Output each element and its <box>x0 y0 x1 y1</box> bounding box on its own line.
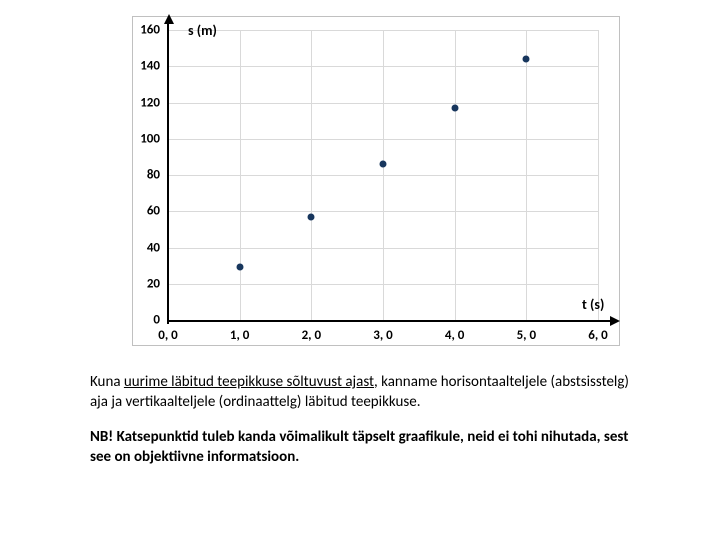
x-axis-title: t (s) <box>582 296 604 313</box>
gridline-v <box>383 30 384 320</box>
page-root: s (m) t (s) 0 20 40 60 80 100 120 140 160 0, 0 1,… <box>0 0 720 540</box>
y-tick-label: 0 <box>130 313 160 328</box>
caption-p1-prefix: Kuna <box>90 373 124 391</box>
y-tick-label: 60 <box>130 204 160 219</box>
scatter-chart: s (m) t (s) 0 20 40 60 80 100 120 140 160 0, 0 1,… <box>90 16 620 356</box>
y-axis-title: s (m) <box>188 22 217 39</box>
gridline-v <box>526 30 527 320</box>
x-tick-label: 5, 0 <box>517 328 536 343</box>
caption-para-2: NB! Katsepunktid tuleb kanda võimalikult… <box>90 427 650 468</box>
data-point <box>380 161 387 168</box>
y-axis-arrowhead-icon <box>164 14 174 24</box>
data-point <box>523 56 530 63</box>
y-tick-label: 160 <box>130 23 160 38</box>
y-tick-label: 140 <box>130 59 160 74</box>
gridline-v <box>311 30 312 320</box>
plot-area <box>168 30 598 320</box>
x-tick-label: 0, 0 <box>158 328 177 343</box>
caption-p1-underlined: uurime läbitud teepikkuse sõltuvust ajas… <box>124 373 374 391</box>
x-tick-label: 1, 0 <box>230 328 249 343</box>
x-tick-label: 6, 0 <box>588 328 607 343</box>
y-tick-label: 120 <box>130 95 160 110</box>
x-tick-label: 2, 0 <box>302 328 321 343</box>
caption-para-1: Kuna uurime läbitud teepikkuse sõltuvust… <box>90 372 650 413</box>
y-tick-label: 20 <box>130 276 160 291</box>
gridline-v <box>240 30 241 320</box>
x-tick-label: 4, 0 <box>445 328 464 343</box>
y-tick-label: 100 <box>130 131 160 146</box>
y-axis-line <box>167 22 169 324</box>
y-tick-label: 40 <box>130 240 160 255</box>
x-axis-arrowhead-icon <box>610 316 620 326</box>
gridline-v <box>598 30 599 320</box>
data-point <box>451 104 458 111</box>
data-point <box>236 264 243 271</box>
caption-block: Kuna uurime läbitud teepikkuse sõltuvust… <box>90 372 650 467</box>
y-tick-label: 80 <box>130 168 160 183</box>
x-tick-label: 3, 0 <box>373 328 392 343</box>
x-axis-line <box>167 320 611 322</box>
gridline-v <box>455 30 456 320</box>
data-point <box>308 213 315 220</box>
